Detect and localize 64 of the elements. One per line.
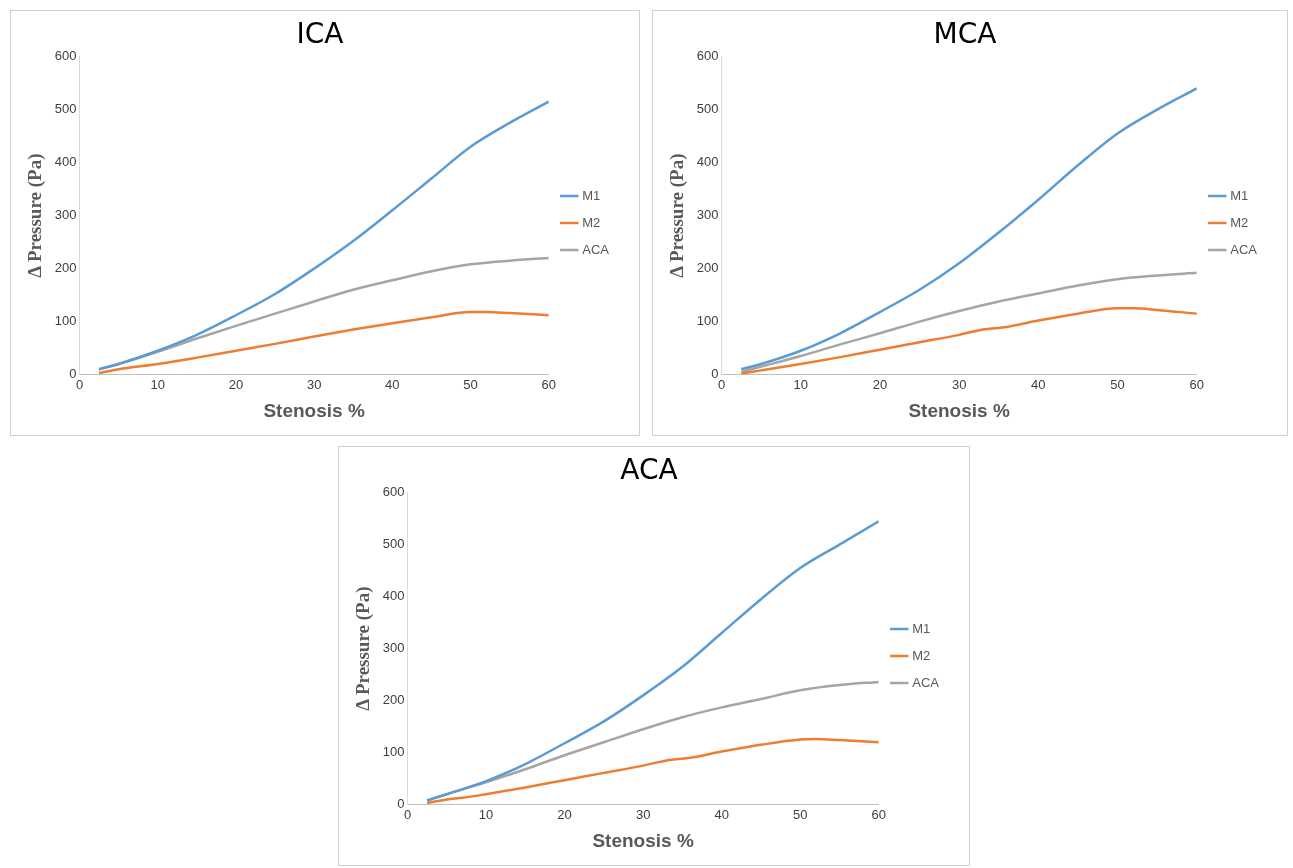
y-tick-label: 400 <box>382 588 405 604</box>
x-tick-label: 30 <box>951 376 967 392</box>
legend-label: M2 <box>912 647 931 663</box>
y-tick-label: 0 <box>69 366 77 382</box>
line-series <box>740 87 1197 371</box>
legend-label: M1 <box>582 187 601 203</box>
chart-title: MCA <box>933 17 997 51</box>
y-tick-label: 600 <box>382 484 405 500</box>
y-tick-label: 500 <box>696 101 719 117</box>
legend-label: M1 <box>912 620 931 636</box>
legend-label: ACA <box>912 674 940 690</box>
x-tick-label: 50 <box>792 806 808 822</box>
y-tick-label: 600 <box>696 48 719 64</box>
y-tick-label: 500 <box>382 536 405 552</box>
line-series <box>425 519 879 802</box>
y-tick-label: 200 <box>54 260 77 276</box>
y-tick-label: 300 <box>696 207 719 223</box>
line-series <box>425 737 879 805</box>
y-tick-label: 300 <box>382 640 405 656</box>
line-series <box>97 310 549 375</box>
legend-label: M2 <box>582 214 601 230</box>
legend-label: ACA <box>1230 241 1258 257</box>
y-tick-label: 500 <box>54 101 77 117</box>
x-tick-label: 30 <box>306 376 322 392</box>
y-tick-label: 400 <box>696 154 719 170</box>
y-tick-label: 200 <box>696 260 719 276</box>
chart-title: ACA <box>620 453 678 487</box>
y-tick-label: 300 <box>54 207 77 223</box>
y-axis-title: Δ Pressure (Pa) <box>24 153 47 278</box>
x-tick-label: 60 <box>1189 376 1204 392</box>
chart-title: ICA <box>296 17 344 51</box>
x-tick-label: 40 <box>714 806 729 822</box>
x-tick-label: 40 <box>1031 376 1046 392</box>
legend-label: M1 <box>1230 187 1249 203</box>
y-tick-label: 100 <box>696 313 719 329</box>
x-tick-label: 20 <box>872 376 888 392</box>
y-tick-label: 400 <box>54 154 77 170</box>
y-axis-title: Δ Pressure (Pa) <box>352 586 375 711</box>
legend-label: ACA <box>582 241 610 257</box>
y-tick-label: 100 <box>382 744 405 760</box>
line-series <box>740 271 1197 374</box>
x-axis-title: Stenosis % <box>908 399 1010 421</box>
y-tick-label: 200 <box>382 692 405 708</box>
x-tick-label: 10 <box>793 376 808 392</box>
x-axis-title: Stenosis % <box>263 399 365 421</box>
x-axis-title: Stenosis % <box>592 829 694 851</box>
y-tick-label: 100 <box>54 313 77 329</box>
y-tick-label: 0 <box>397 796 405 812</box>
line-series <box>740 307 1197 375</box>
y-axis-title: Δ Pressure (Pa) <box>666 153 689 278</box>
line-series <box>97 100 549 371</box>
x-tick-label: 20 <box>228 376 244 392</box>
x-tick-label: 20 <box>557 806 572 822</box>
x-tick-label: 50 <box>463 376 478 392</box>
x-tick-label: 10 <box>478 806 494 822</box>
x-tick-label: 40 <box>385 376 400 392</box>
x-tick-label: 60 <box>871 806 886 822</box>
x-tick-label: 30 <box>635 806 651 822</box>
y-tick-label: 0 <box>711 366 719 382</box>
x-tick-label: 50 <box>1110 376 1125 392</box>
y-tick-label: 600 <box>54 48 77 64</box>
x-tick-label: 10 <box>150 376 165 392</box>
legend-label: M2 <box>1230 214 1249 230</box>
x-tick-label: 60 <box>541 376 556 392</box>
